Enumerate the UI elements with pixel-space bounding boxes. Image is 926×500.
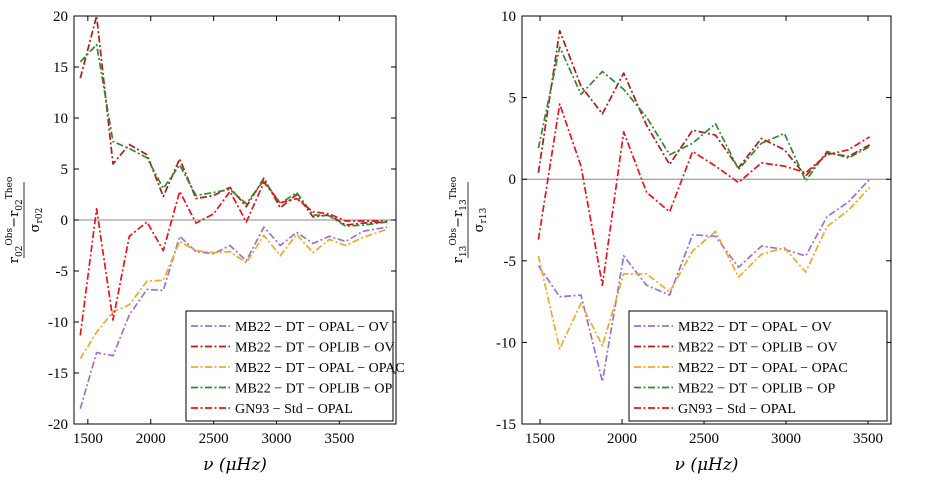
series-line-4: [537, 46, 871, 182]
y-label-numerator: r13Obs−r13Theo: [449, 177, 469, 264]
y-tick-label: 10: [501, 9, 516, 25]
x-tick-label: 3500: [853, 431, 883, 447]
y-tick-label: 15: [53, 60, 68, 76]
series-line-1: [79, 226, 388, 409]
x-tick-label: 2000: [607, 431, 637, 447]
series-line-3: [537, 186, 871, 350]
y-label-denominator: σr13: [472, 207, 489, 232]
x-axis-label: ν (μHz): [675, 455, 739, 475]
series-line-5: [79, 181, 388, 336]
series-line-5: [537, 103, 871, 287]
plot-frame: [521, 15, 892, 425]
legend-label: MB22 − DT − OPLIB − OP: [678, 382, 835, 397]
y-tick-label: 10: [53, 111, 68, 127]
y-tick-label: -10: [48, 315, 68, 331]
legend-label: MB22 − DT − OPAL − OPAC: [235, 361, 405, 376]
legend-label: GN93 − Std − OPAL: [235, 402, 353, 417]
y-tick-label: -15: [48, 366, 68, 382]
x-tick-label: 3500: [324, 431, 354, 447]
legend-label: MB22 − DT − OPAL − OV: [678, 320, 832, 335]
legend-label: GN93 − Std − OPAL: [678, 402, 796, 417]
y-tick-label: -10: [496, 335, 516, 351]
y-tick-label: -5: [504, 254, 517, 270]
legend-box: [628, 310, 888, 422]
x-tick-label: 3000: [771, 431, 801, 447]
legend-label: MB22 − DT − OPAL − OPAC: [678, 361, 848, 376]
series-line-2: [79, 15, 388, 226]
x-axis-label: ν (μHz): [203, 455, 267, 475]
series-line-3: [79, 228, 388, 360]
series-line-4: [79, 43, 388, 227]
x-tick-label: 1500: [525, 431, 555, 447]
y-tick-label: -15: [496, 417, 516, 433]
legend-label: MB22 − DT − OPLIB − OV: [678, 341, 838, 356]
x-tick-label: 1500: [73, 431, 103, 447]
x-tick-label: 2500: [689, 431, 719, 447]
y-tick-label: 0: [509, 172, 517, 188]
y-label-numerator: r02Obs−r02Theo: [5, 177, 25, 264]
y-tick-label: 5: [61, 162, 69, 178]
series-line-1: [537, 178, 871, 383]
y-tick-label: -20: [48, 417, 68, 433]
left-panel: -20 -15 -10 -5 0 5 10 15 20 1500 2000 2500 3000 3500 ν…: [5, 9, 405, 475]
y-tick-label: -5: [56, 264, 69, 280]
right-panel: -15 -10 -5 0 5 10 1500 2000 2500 3000 3500 ν (μHz) r…: [449, 9, 892, 475]
x-tick-label: 3000: [262, 431, 292, 447]
y-tick-label: 5: [509, 91, 517, 107]
x-tick-label: 2000: [136, 431, 166, 447]
y-tick-label: 20: [53, 9, 68, 25]
series-line-2: [537, 29, 871, 177]
legend-label: MB22 − DT − OPAL − OV: [235, 320, 389, 335]
legend-label: MB22 − DT − OPLIB − OP: [235, 382, 392, 397]
x-tick-label: 2500: [199, 431, 229, 447]
legend-label: MB22 − DT − OPLIB − OV: [235, 341, 395, 356]
legend-box: [185, 310, 394, 422]
y-tick-label: 0: [61, 213, 69, 229]
y-label-denominator: σr02: [28, 208, 45, 233]
